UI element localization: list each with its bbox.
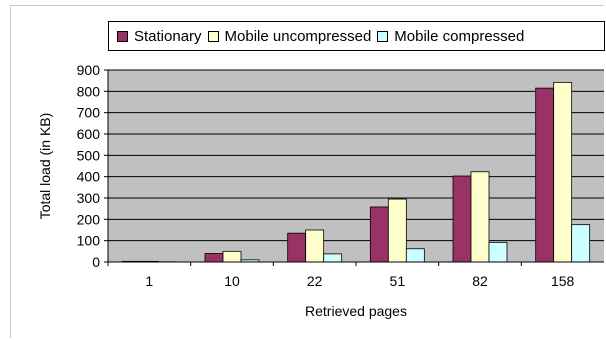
bar-mobile-uncompressed-51 <box>387 198 407 263</box>
bar-mobile-compressed-51 <box>405 248 425 263</box>
y-axis-label: Total load (in KB) <box>37 113 53 220</box>
legend-swatch-stationary <box>117 30 128 42</box>
bar-mobile-uncompressed-158 <box>553 81 573 263</box>
legend-label-stationary: Stationary <box>134 27 202 45</box>
y-tick-label: 800 <box>77 83 101 99</box>
legend: Stationary Mobile uncompressed Mobile co… <box>108 21 605 51</box>
legend-item-stationary: Stationary <box>117 28 202 45</box>
legend-item-mobile-uncompressed: Mobile uncompressed <box>207 27 372 45</box>
bar-mobile-compressed-158 <box>571 224 591 263</box>
y-tick-label: 900 <box>77 62 101 78</box>
x-tick-label: 10 <box>224 273 240 289</box>
bar-stationary-10 <box>204 253 224 263</box>
legend-label-mobile-compressed: Mobile compressed <box>394 27 525 45</box>
plot-area <box>108 70 604 262</box>
x-tick-label: 158 <box>551 273 575 289</box>
bar-mobile-uncompressed-22 <box>305 229 325 263</box>
x-tick-label: 51 <box>390 273 406 289</box>
y-tick-label: 300 <box>77 190 101 206</box>
bar-stationary-82 <box>452 175 472 263</box>
y-tick-label: 400 <box>77 169 101 185</box>
x-tick-label: 1 <box>145 273 153 289</box>
x-tick-label: 82 <box>472 273 488 289</box>
y-tick-label: 500 <box>77 147 101 163</box>
y-tick-label: 700 <box>77 105 101 121</box>
bar-stationary-158 <box>535 87 555 263</box>
legend-swatch-mobile-compressed <box>377 30 389 42</box>
legend-item-mobile-compressed: Mobile compressed <box>377 28 524 45</box>
bar-mobile-compressed-82 <box>488 241 508 263</box>
bar-mobile-uncompressed-10 <box>222 250 242 263</box>
bar-mobile-compressed-22 <box>323 253 343 263</box>
y-tick-label: 100 <box>77 233 101 249</box>
legend-label-mobile-uncompressed: Mobile uncompressed <box>224 27 372 45</box>
bar-stationary-51 <box>369 206 389 263</box>
gridlines <box>108 69 604 242</box>
chart-frame <box>10 5 604 338</box>
y-tick-label: 600 <box>77 126 101 142</box>
x-axis-label: Retrieved pages <box>305 303 407 319</box>
legend-swatch-mobile-uncompressed <box>207 30 219 42</box>
bar-stationary-22 <box>287 232 307 263</box>
x-tick-labels: 1 10 22 51 82 158 <box>107 262 575 289</box>
y-tick-label: 0 <box>92 254 100 270</box>
y-tick-label: 200 <box>77 211 101 227</box>
bar-mobile-uncompressed-82 <box>470 171 490 263</box>
bars <box>121 81 591 263</box>
x-tick-label: 22 <box>307 273 323 289</box>
y-tick-labels: 0 100 200 300 400 500 600 700 800 900 <box>77 62 108 270</box>
